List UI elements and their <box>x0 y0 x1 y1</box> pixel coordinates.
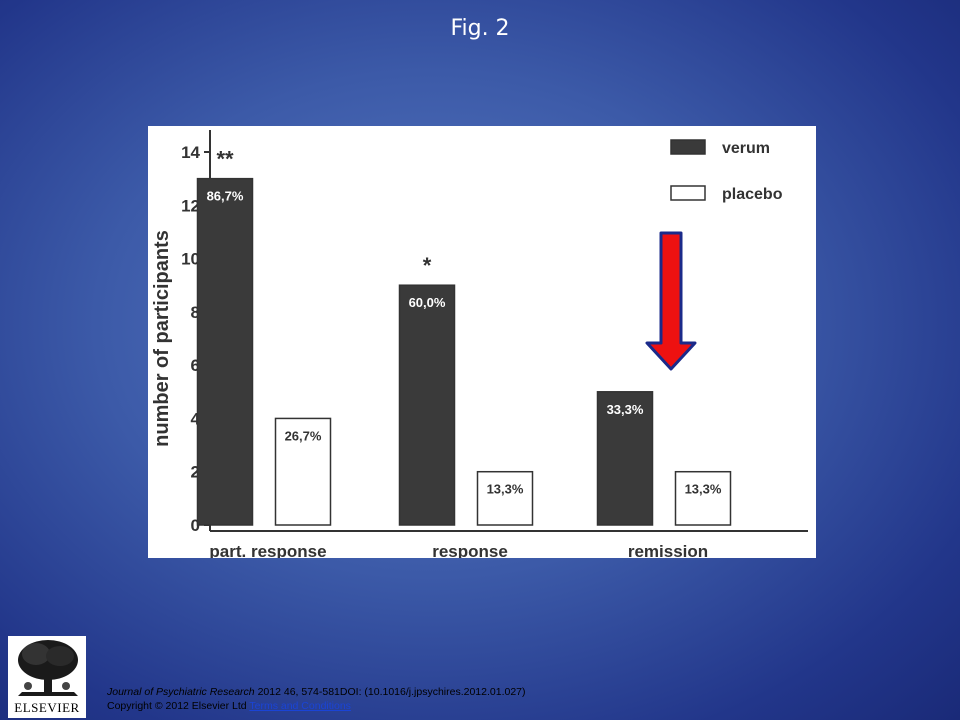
citation-line: Journal of Psychiatric Research 2012 46,… <box>107 685 526 699</box>
bar-verum <box>196 177 254 526</box>
x-category-label: part. response <box>209 542 326 558</box>
bar-placebo <box>674 470 732 526</box>
elsevier-logo: ELSEVIER <box>8 636 86 718</box>
journal-name: Journal of Psychiatric Research <box>107 686 255 698</box>
bar-data-label: 86,7% <box>207 189 244 204</box>
bar-data-label: 13,3% <box>487 482 524 497</box>
slide-title: Fig. 2 <box>450 16 510 41</box>
legend-label-verum: verum <box>722 140 770 157</box>
logo-text: ELSEVIER <box>14 700 80 715</box>
bar-verum <box>398 284 456 526</box>
y-tick-label: 2 <box>191 463 200 482</box>
copyright-text: Copyright © 2012 Elsevier Ltd <box>107 700 250 712</box>
y-tick-label: 10 <box>181 250 200 269</box>
y-tick-label: 6 <box>191 356 200 375</box>
terms-link[interactable]: Terms and Conditions <box>249 700 351 712</box>
y-tick-label: 12 <box>181 196 200 215</box>
chart-panel: 0 2 4 6 8 10 12 14 number of participants 86,7% 26… <box>148 126 816 558</box>
significance-marker: * <box>423 253 432 278</box>
bar-data-label: 13,3% <box>685 482 722 497</box>
bar-data-label: 26,7% <box>285 428 322 443</box>
bar-verum <box>596 391 654 526</box>
y-axis-label: number of participants <box>151 230 173 447</box>
legend-label-placebo: placebo <box>722 186 783 203</box>
y-tick-label: 0 <box>191 516 200 535</box>
bar-placebo <box>274 417 332 526</box>
red-arrow-annotation <box>645 231 697 371</box>
citation-details: 2012 46, 574-581DOI: (10.1016/j.jpsychir… <box>254 686 526 698</box>
x-category-label: remission <box>628 542 708 558</box>
legend-swatch-verum <box>670 139 706 155</box>
y-tick-label: 8 <box>191 303 200 322</box>
y-tick-label: 4 <box>191 409 201 428</box>
significance-marker: ** <box>216 147 234 172</box>
y-tick-label: 14 <box>181 143 200 162</box>
legend-swatch-placebo <box>670 185 706 201</box>
bar-placebo <box>476 470 534 526</box>
bar-data-label: 60,0% <box>409 295 446 310</box>
citation-footer: Journal of Psychiatric Research 2012 46,… <box>107 685 526 713</box>
bar-data-label: 33,3% <box>607 402 644 417</box>
tree-logo-icon <box>8 636 86 700</box>
x-category-label: response <box>432 542 508 558</box>
copyright-line: Copyright © 2012 Elsevier Ltd Terms and … <box>107 699 526 713</box>
bar-chart: 0 2 4 6 8 10 12 14 number of participants 86,7% 26… <box>151 130 808 558</box>
